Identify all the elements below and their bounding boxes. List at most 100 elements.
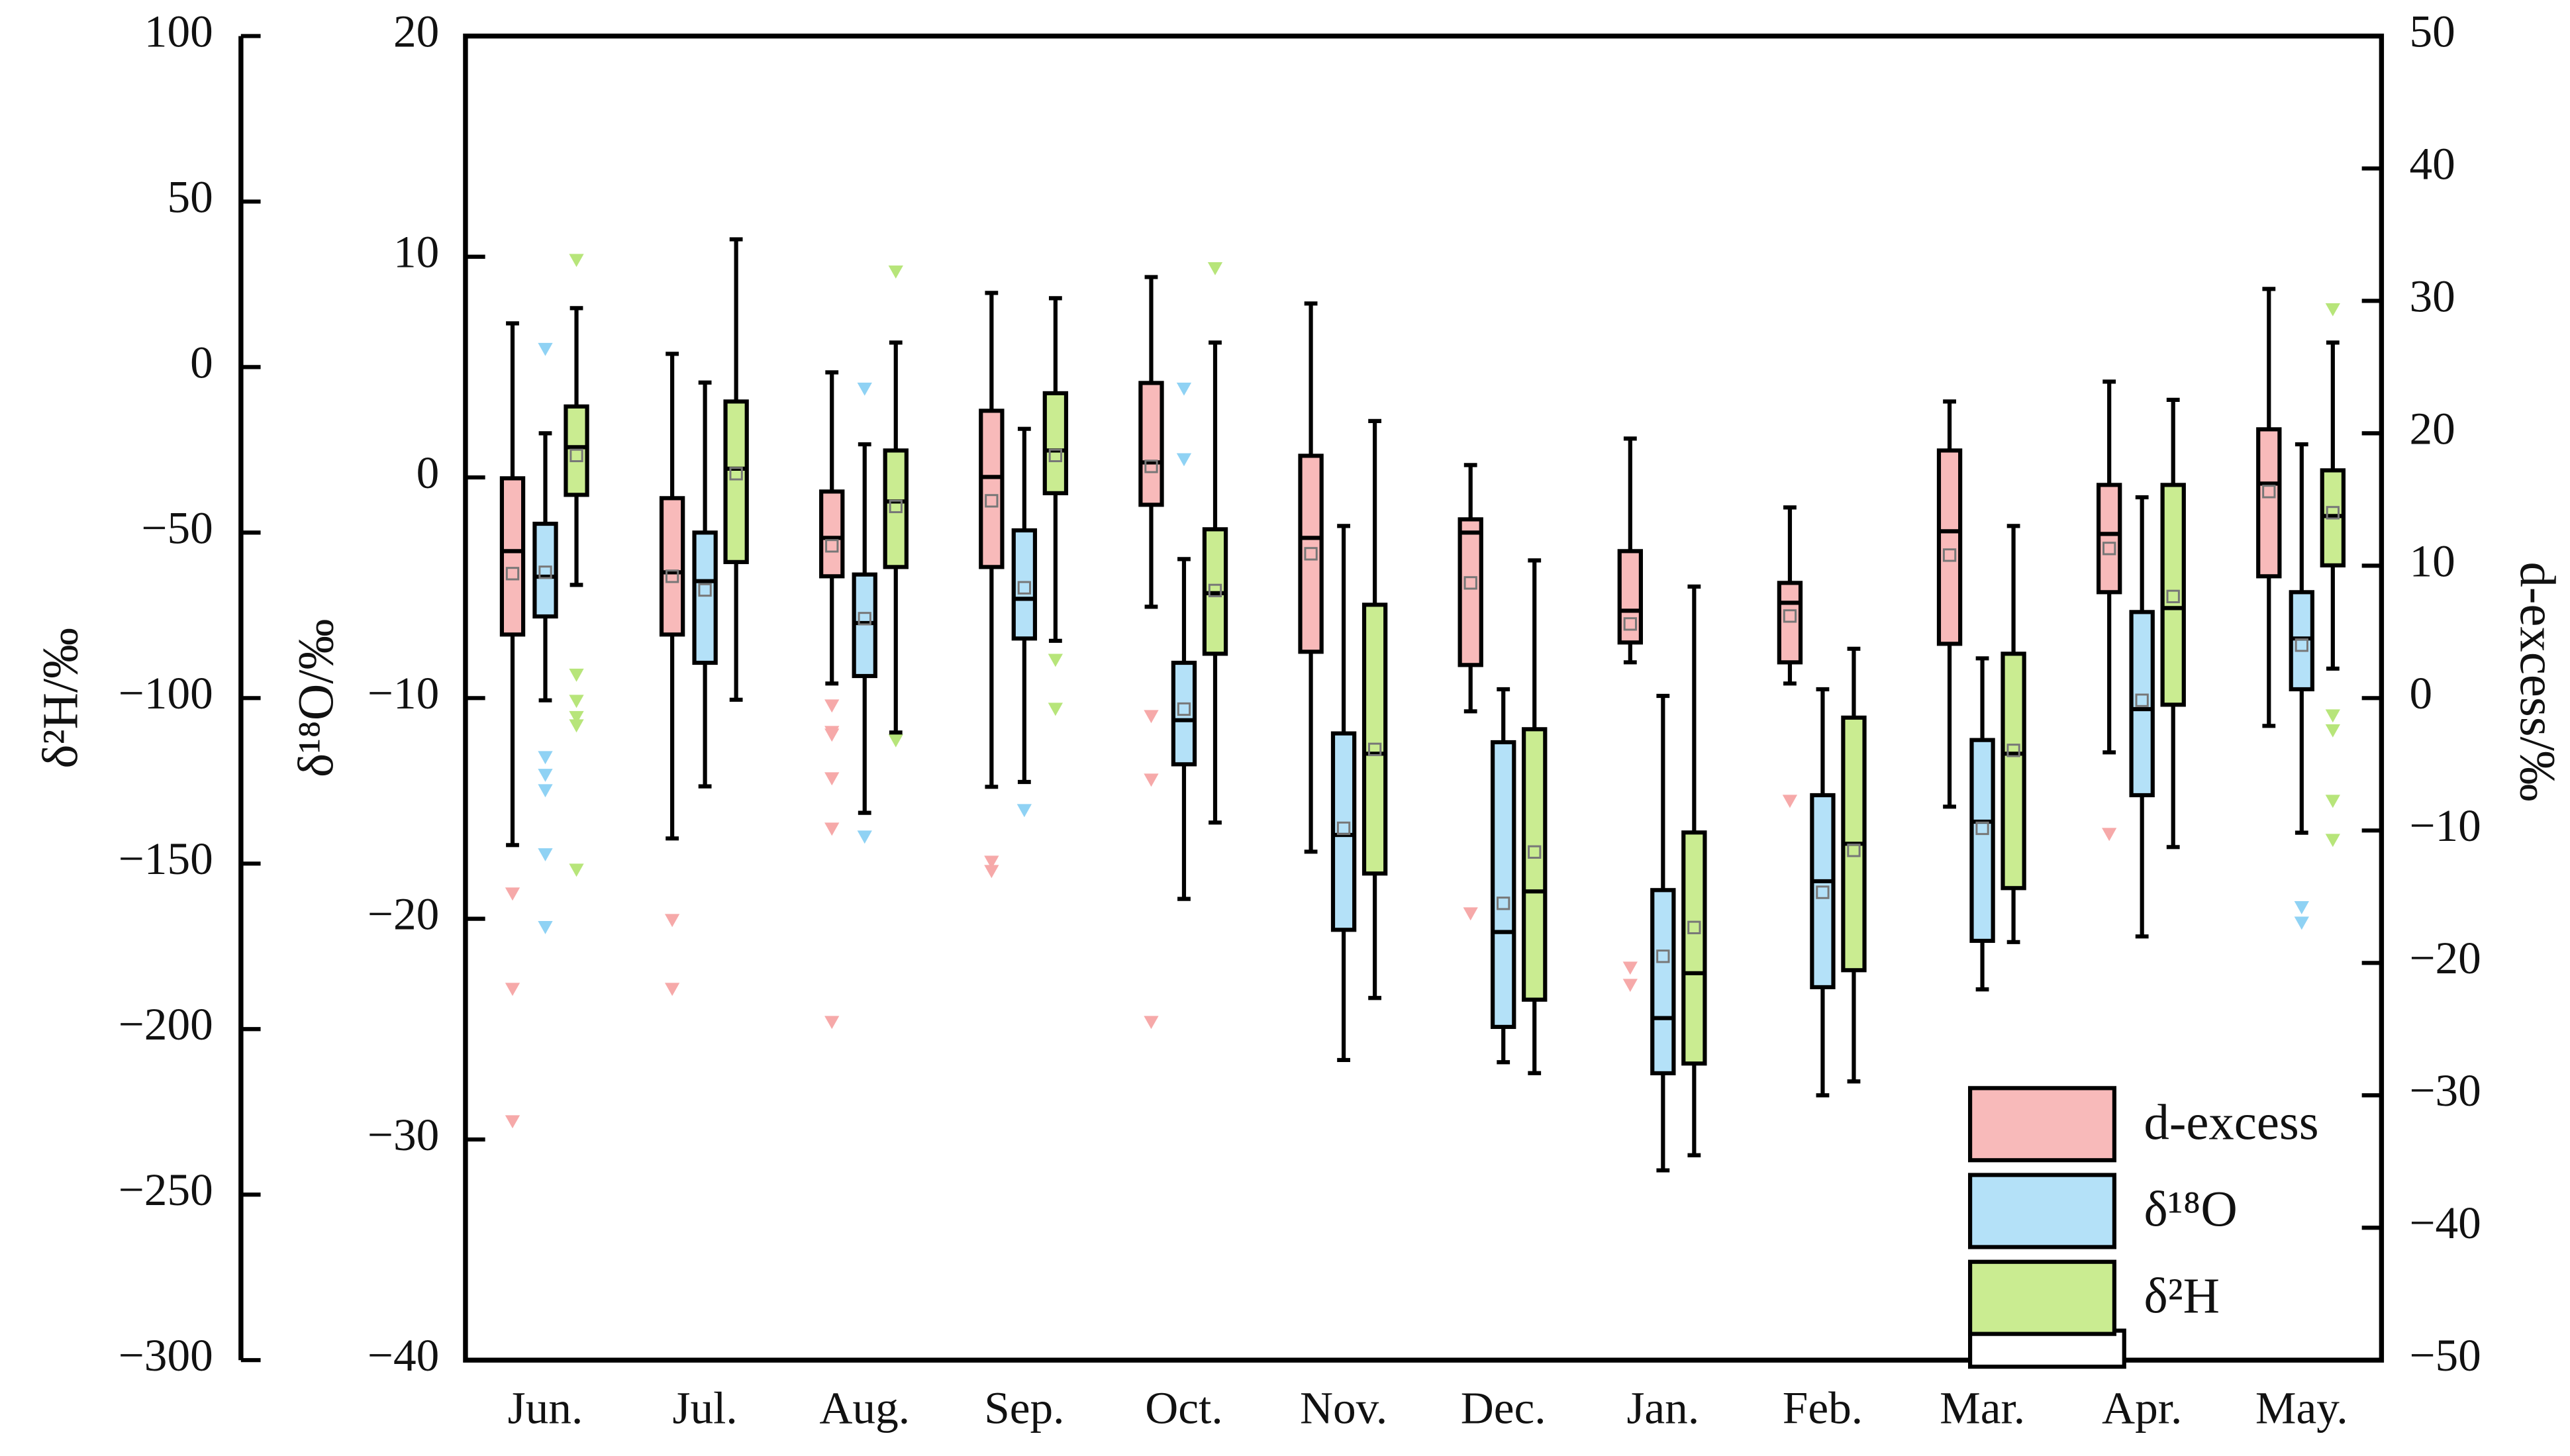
y2-tick-label: 20 bbox=[2409, 403, 2455, 454]
outlier bbox=[824, 699, 840, 713]
y3-tick-label: −30 bbox=[368, 1109, 439, 1160]
box bbox=[1011, 528, 1038, 641]
x-tick-label: Jan. bbox=[1626, 1382, 1699, 1433]
x-tick-label: Aug. bbox=[819, 1382, 910, 1433]
y-tick-label: −200 bbox=[119, 998, 213, 1049]
outlier bbox=[888, 734, 903, 748]
x-tick-label: Nov. bbox=[1300, 1382, 1387, 1433]
outlier bbox=[569, 254, 584, 267]
y2-tick-label: −40 bbox=[2409, 1197, 2481, 1248]
mean bbox=[729, 467, 743, 481]
mean bbox=[538, 565, 552, 579]
y-axis-label: δ²H/‰ bbox=[32, 628, 89, 769]
mean bbox=[1336, 821, 1351, 836]
mean bbox=[825, 539, 839, 553]
y3-tick-label: −10 bbox=[368, 667, 439, 718]
y2-tick-label: −10 bbox=[2409, 800, 2481, 851]
outlier bbox=[888, 266, 903, 279]
outlier bbox=[2102, 828, 2117, 842]
outlier bbox=[1622, 979, 1638, 993]
outlier bbox=[538, 921, 553, 934]
box bbox=[2096, 483, 2122, 595]
x-tick-label: Dec. bbox=[1461, 1382, 1546, 1433]
box bbox=[1458, 517, 1483, 667]
outlier bbox=[1176, 382, 1192, 396]
outlier bbox=[569, 719, 584, 733]
mean bbox=[2326, 506, 2340, 520]
outlier bbox=[538, 784, 553, 798]
box bbox=[1138, 381, 1164, 507]
outlier bbox=[569, 668, 584, 682]
box bbox=[499, 476, 526, 637]
box bbox=[1330, 731, 1357, 932]
outlier bbox=[984, 865, 999, 879]
mean bbox=[2006, 744, 2020, 757]
y2-tick-label: −30 bbox=[2409, 1065, 2481, 1116]
mean bbox=[1656, 949, 1670, 963]
outlier bbox=[538, 342, 553, 356]
y-tick-label: −250 bbox=[119, 1164, 213, 1215]
y-tick-label: 100 bbox=[144, 5, 213, 56]
mean bbox=[1783, 609, 1797, 623]
box bbox=[1171, 660, 1197, 767]
mean bbox=[2166, 589, 2180, 603]
box bbox=[1522, 727, 1548, 1002]
y2-tick-label: 0 bbox=[2409, 667, 2432, 718]
outlier bbox=[664, 914, 680, 928]
mean bbox=[1942, 548, 1957, 562]
outlier bbox=[824, 728, 840, 742]
outlier bbox=[1207, 262, 1223, 275]
box bbox=[723, 399, 749, 564]
x-tick-label: Jul. bbox=[673, 1382, 738, 1433]
outlier bbox=[2294, 916, 2309, 930]
box bbox=[2129, 610, 2155, 798]
outlier bbox=[2325, 795, 2340, 808]
mean bbox=[1847, 844, 1861, 857]
y2-tick-label: 40 bbox=[2409, 138, 2455, 189]
box bbox=[692, 530, 718, 665]
outlier bbox=[538, 769, 553, 782]
y3-axis-label: δ¹⁸O/‰ bbox=[288, 619, 344, 777]
outlier bbox=[2294, 901, 2309, 914]
outlier bbox=[1463, 907, 1478, 921]
outlier bbox=[857, 830, 872, 844]
outlier bbox=[505, 983, 520, 996]
outlier bbox=[1048, 703, 1063, 716]
outlier bbox=[2325, 724, 2340, 738]
box bbox=[2160, 483, 2186, 707]
outlier bbox=[1048, 654, 1063, 667]
outlier bbox=[824, 822, 840, 836]
box bbox=[1298, 454, 1324, 654]
outlier bbox=[1016, 804, 1032, 818]
y3-tick-label: 20 bbox=[393, 5, 439, 56]
legend-label: δ²H bbox=[2144, 1268, 2220, 1324]
outlier bbox=[984, 855, 999, 869]
mean bbox=[1048, 448, 1063, 463]
box bbox=[1681, 830, 1707, 1066]
outlier bbox=[1622, 961, 1638, 975]
outlier bbox=[538, 751, 553, 765]
y-tick-label: −100 bbox=[119, 667, 213, 718]
box bbox=[1650, 888, 1676, 1076]
box bbox=[883, 448, 909, 569]
mean bbox=[1177, 702, 1191, 716]
mean bbox=[858, 612, 871, 626]
mean bbox=[889, 499, 903, 514]
mean bbox=[2135, 693, 2149, 707]
outlier bbox=[2325, 834, 2340, 848]
y-tick-label: −50 bbox=[141, 502, 213, 553]
legend-label: d-excess bbox=[2144, 1094, 2318, 1150]
mean bbox=[1816, 885, 1830, 899]
outlier bbox=[2325, 709, 2340, 723]
y3-tick-label: −20 bbox=[368, 889, 439, 940]
outlier bbox=[569, 695, 584, 708]
mean bbox=[569, 448, 583, 463]
y2-tick-label: 10 bbox=[2409, 535, 2455, 586]
outlier bbox=[824, 772, 840, 786]
outlier bbox=[1176, 453, 1192, 467]
outlier bbox=[569, 863, 584, 877]
x-tick-label: Oct. bbox=[1145, 1382, 1222, 1433]
x-tick-label: Apr. bbox=[2102, 1382, 2182, 1433]
mean bbox=[1208, 583, 1222, 597]
